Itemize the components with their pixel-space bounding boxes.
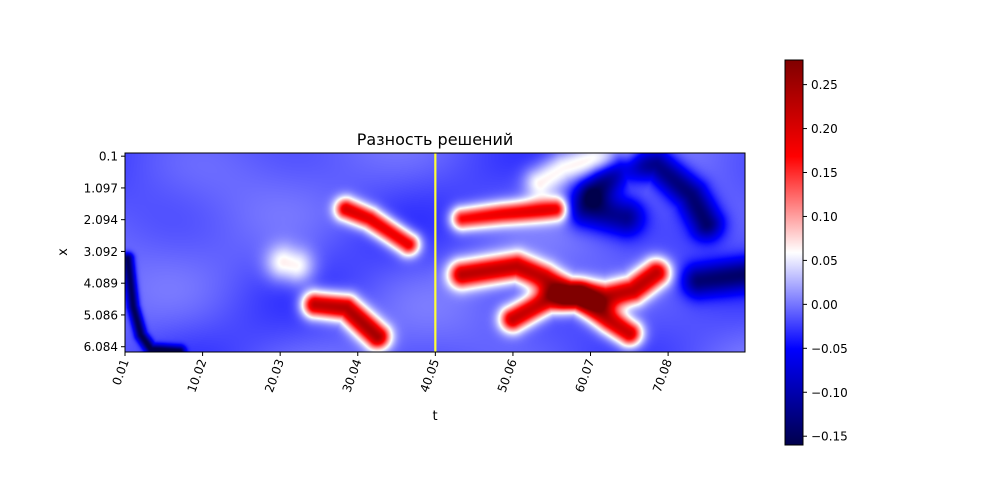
- y-tick-label: 4.089: [84, 277, 118, 291]
- x-tick-label: 0.01: [110, 357, 132, 387]
- heatmap-area: [124, 152, 746, 353]
- x-axis-label: t: [432, 409, 437, 424]
- y-tick-label: 3.092: [84, 245, 118, 259]
- y-tick-label: 1.097: [84, 181, 118, 195]
- colorbar-tick-label: −0.15: [811, 430, 848, 444]
- colorbar-tick-label: 0.15: [811, 166, 838, 180]
- colorbar-tick-label: −0.05: [811, 342, 848, 356]
- colorbar-tick-label: 0.05: [811, 254, 838, 268]
- y-tick-label: 0.1: [99, 150, 118, 164]
- y-axis-label: x: [56, 248, 71, 256]
- colorbar-tick-label: 0.00: [811, 298, 838, 312]
- colorbar: 0.25 0.20 0.15 0.10 0.05 0.00 −0.05 −0.10 −0.15: [784, 59, 848, 446]
- x-tick-label: 30.04: [340, 357, 365, 394]
- x-tick-label: 20.03: [262, 357, 287, 394]
- x-tick-label: 60.07: [572, 357, 597, 394]
- chart-title: Разность решений: [357, 130, 514, 149]
- x-tick-label: 70.08: [650, 357, 675, 394]
- x-tick-label: 10.02: [184, 357, 209, 394]
- y-tick-label: 6.084: [84, 340, 118, 354]
- x-tick-label: 40.05: [417, 357, 442, 394]
- colorbar-tick-label: 0.20: [811, 122, 838, 136]
- colorbar-tick-label: 0.25: [811, 78, 838, 92]
- y-tick-label: 5.086: [84, 308, 118, 322]
- x-tick-label: 50.06: [495, 357, 520, 394]
- colorbar-tick-label: −0.10: [811, 386, 848, 400]
- colorbar-ticks: 0.25 0.20 0.15 0.10 0.05 0.00 −0.05 −0.10 −0.15: [803, 78, 848, 444]
- y-axis: 0.1 1.097 2.094 3.092 4.089 5.086 6.084: [84, 150, 125, 354]
- y-tick-label: 2.094: [84, 213, 118, 227]
- colorbar-gradient: [784, 59, 804, 446]
- x-axis: 0.01 10.02 20.03 30.04 40.05 50.06 60.07 70.08: [110, 352, 675, 394]
- colorbar-tick-label: 0.10: [811, 210, 838, 224]
